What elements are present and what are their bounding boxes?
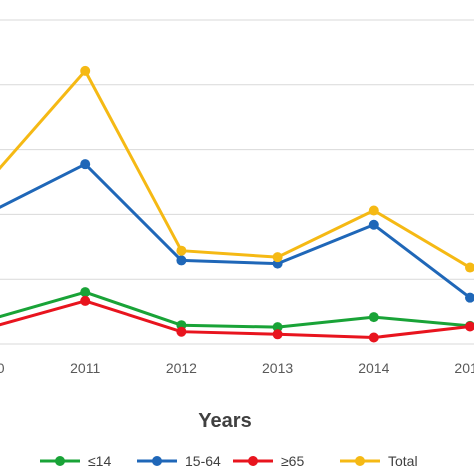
- data-point: [368, 312, 379, 323]
- x-tick-label: 2013: [262, 360, 293, 376]
- legend-item: ≥65: [233, 453, 304, 469]
- data-point: [272, 252, 283, 263]
- data-point: [176, 245, 187, 256]
- data-point: [272, 322, 283, 333]
- legend-swatch-marker: [55, 456, 65, 466]
- data-point: [80, 65, 91, 76]
- x-tick-label: 2011: [70, 360, 100, 376]
- legend-label: Total: [388, 453, 418, 469]
- data-point: [80, 159, 91, 170]
- series-line: [0, 299, 471, 340]
- data-point: [465, 262, 474, 273]
- data-point: [80, 295, 91, 306]
- legend-item: ≤14: [40, 453, 111, 469]
- series-line: [0, 162, 471, 299]
- legend-item: Total: [340, 453, 418, 469]
- legend-swatch-marker: [248, 456, 258, 466]
- legend-label: ≥65: [281, 453, 304, 469]
- series-≥65: [0, 295, 474, 343]
- data-point: [176, 255, 187, 266]
- legend-item: 15-64: [137, 453, 221, 469]
- x-tick-label: 2015: [454, 360, 474, 376]
- legend: ≤14 15-64 ≥65 Total: [40, 453, 418, 469]
- data-point: [368, 205, 379, 216]
- x-tick-label: 2012: [166, 360, 197, 376]
- gridlines: [0, 19, 474, 345]
- series-Total: [0, 65, 474, 273]
- legend-swatch-marker: [355, 456, 365, 466]
- data-point: [465, 292, 474, 303]
- data-point: [465, 321, 474, 332]
- x-axis-label: Years: [198, 410, 251, 432]
- series-line: [0, 290, 471, 329]
- legend-label: ≤14: [88, 453, 111, 469]
- series-15-64: [0, 159, 474, 303]
- x-tick-labels: 2010 2011 2012 2013 2014 2015: [0, 360, 474, 376]
- data-point: [368, 219, 379, 230]
- series-≤14: [0, 287, 474, 333]
- data-point: [80, 287, 91, 298]
- series-line: [0, 69, 471, 269]
- legend-label: 15-64: [185, 453, 221, 469]
- data-point: [368, 332, 379, 343]
- legend-swatch-marker: [152, 456, 162, 466]
- data-point: [272, 329, 283, 340]
- data-point: [176, 326, 187, 337]
- x-tick-label: 2014: [358, 360, 389, 376]
- series-layer: [0, 65, 474, 343]
- x-tick-label: 2010: [0, 360, 5, 376]
